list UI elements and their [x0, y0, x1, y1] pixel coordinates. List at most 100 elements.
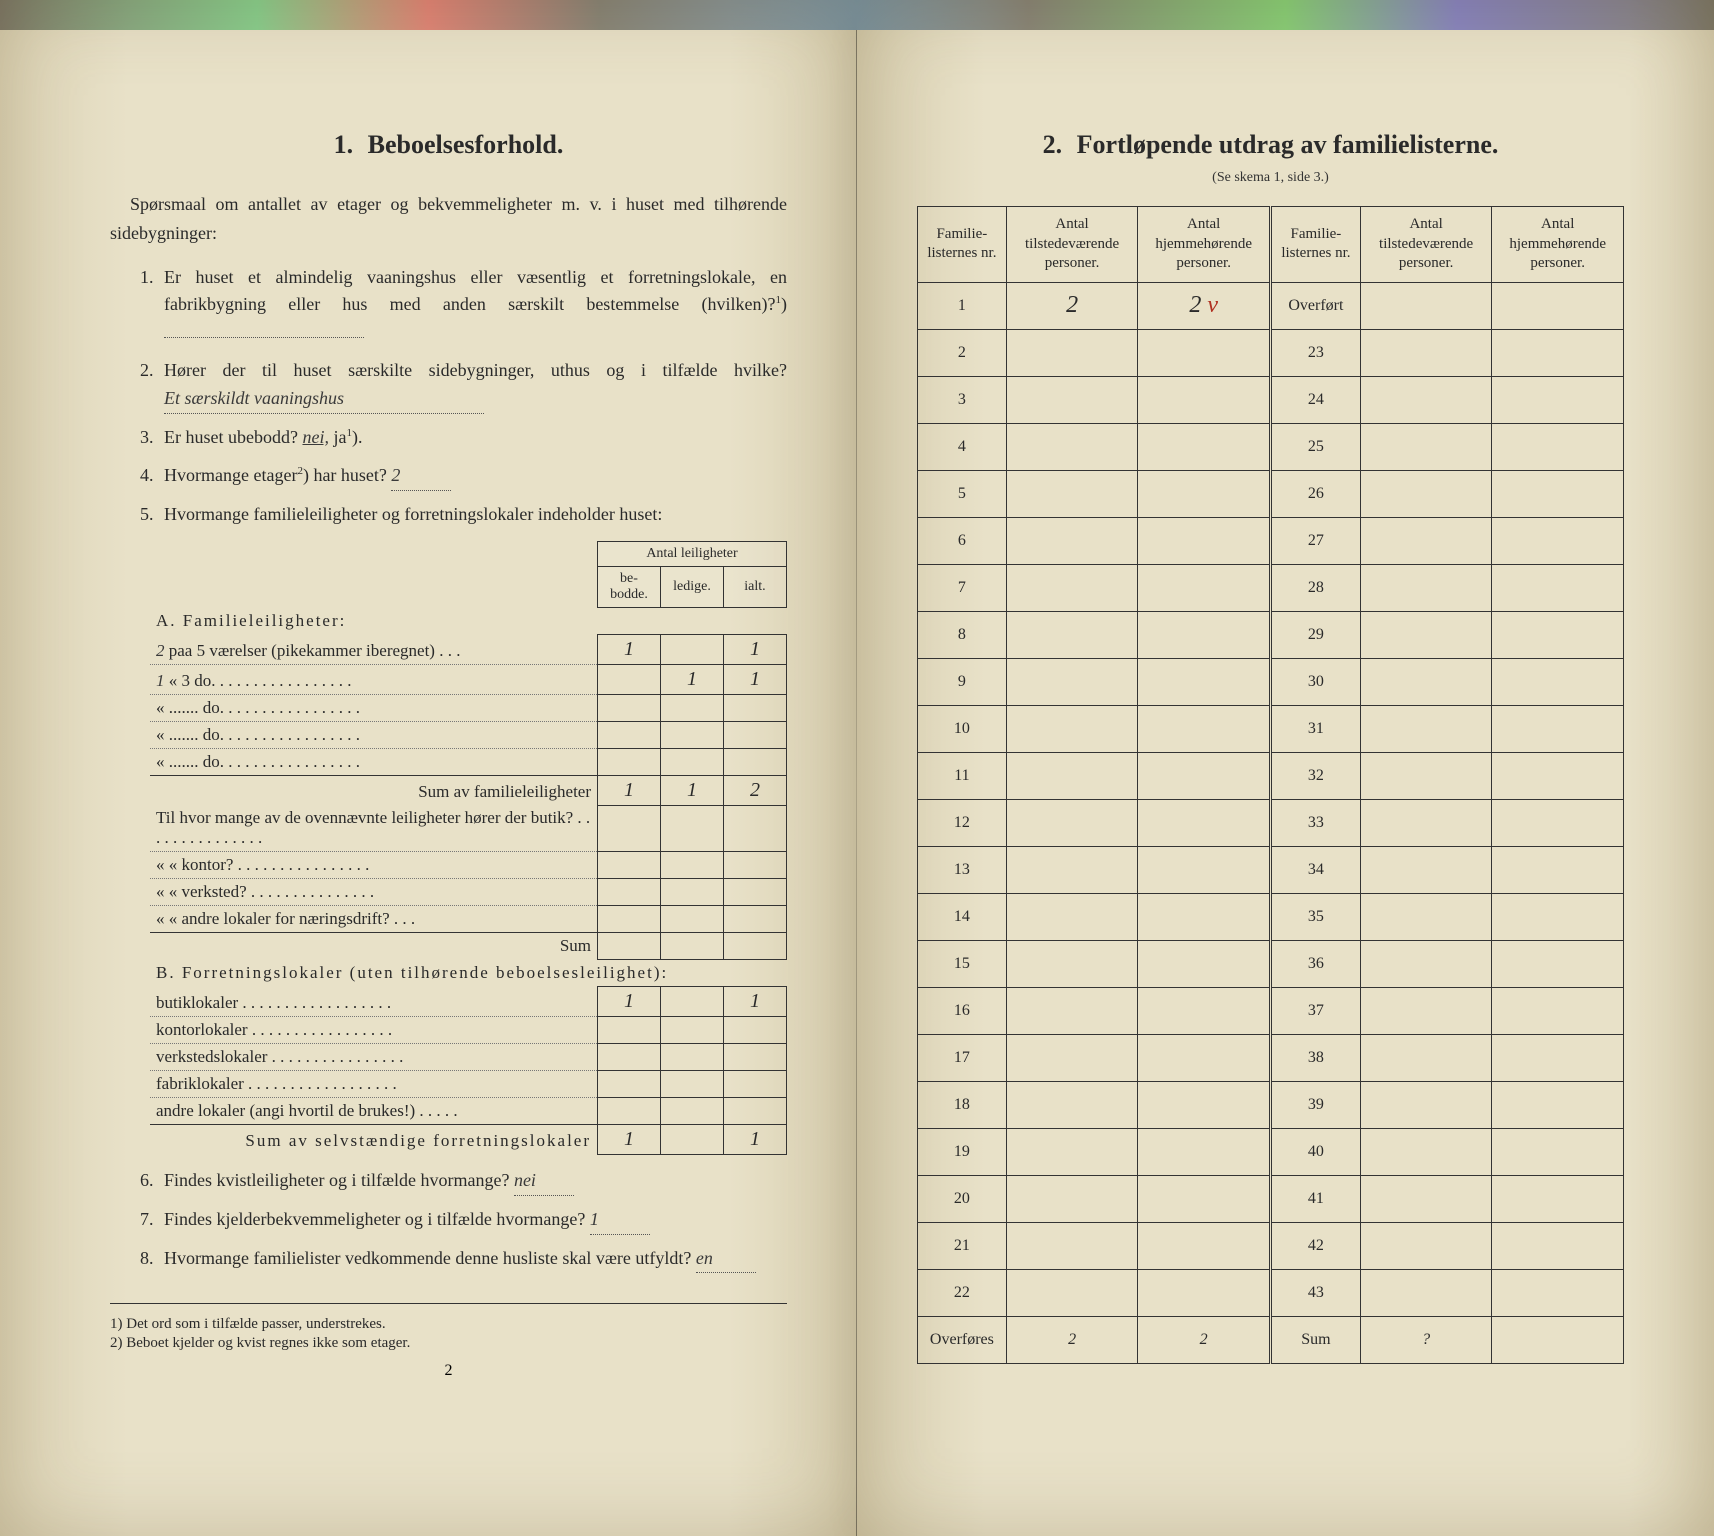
cell [1492, 564, 1624, 611]
document-spread: 1. Beboelsesforhold. Spørsmaal om antall… [0, 0, 1714, 1536]
cell [1492, 940, 1624, 987]
col-header: Familie-listernes nr. [918, 207, 1007, 283]
row-number: 30 [1270, 658, 1360, 705]
table-row: 122 vOverført [918, 282, 1624, 329]
table-row: 930 [918, 658, 1624, 705]
table-row: 526 [918, 470, 1624, 517]
cell [1492, 423, 1624, 470]
table-row: 627 [918, 517, 1624, 564]
table-row: 2041 [918, 1175, 1624, 1222]
col-bebodde: be-bodde. [598, 566, 661, 607]
row-number: 41 [1270, 1175, 1360, 1222]
family-list-table: Familie-listernes nr. Antal tilstedevære… [917, 206, 1624, 1364]
row-number: 25 [1270, 423, 1360, 470]
cell [1138, 1081, 1271, 1128]
cell [1492, 799, 1624, 846]
q8-answer: en [696, 1245, 756, 1274]
question-list-2: Findes kvistleiligheter og i tilfælde hv… [110, 1167, 787, 1274]
cell [1492, 376, 1624, 423]
row-number: 12 [918, 799, 1007, 846]
cell [1360, 658, 1492, 705]
cell [1360, 1081, 1492, 1128]
cell [1492, 1175, 1624, 1222]
cell [1006, 940, 1138, 987]
cell [1492, 1034, 1624, 1081]
table-row: 11 32 [918, 752, 1624, 799]
cell [1360, 1175, 1492, 1222]
row-number: 40 [1270, 1128, 1360, 1175]
cell [1492, 517, 1624, 564]
row-number: 11 [918, 752, 1007, 799]
cell [1138, 658, 1271, 705]
row-number: 20 [918, 1175, 1007, 1222]
row-number: 10 [918, 705, 1007, 752]
cell [1492, 1081, 1624, 1128]
footnotes: 1) Det ord som i tilfælde passer, unders… [110, 1303, 787, 1352]
footer-cell: 2 [1138, 1316, 1271, 1363]
cell [1006, 846, 1138, 893]
row-number: 43 [1270, 1269, 1360, 1316]
section-number: 2. [1043, 130, 1063, 159]
row-number: 39 [1270, 1081, 1360, 1128]
cell [1006, 611, 1138, 658]
section-title-text: Beboelsesforhold. [368, 130, 564, 159]
table-row: 1637 [918, 987, 1624, 1034]
cell [1360, 799, 1492, 846]
cell [1360, 423, 1492, 470]
cell [1006, 1175, 1138, 1222]
cell [1492, 752, 1624, 799]
cell [1006, 1128, 1138, 1175]
row-number: 6 [918, 517, 1007, 564]
cell [1360, 1128, 1492, 1175]
q6-answer: nei [514, 1167, 574, 1196]
overfores-label: Overføres [918, 1316, 1007, 1363]
table-row: 2 23 [918, 329, 1624, 376]
left-page: 1. Beboelsesforhold. Spørsmaal om antall… [0, 0, 857, 1536]
cell [1492, 329, 1624, 376]
row-number: 8 [918, 611, 1007, 658]
cell [1006, 752, 1138, 799]
cell [1360, 564, 1492, 611]
row-number: 32 [1270, 752, 1360, 799]
cell [1006, 564, 1138, 611]
question-4: Hvormange etager2) har huset? 2 [140, 462, 787, 491]
cell [1360, 282, 1492, 329]
cell [1138, 1222, 1271, 1269]
row-number: 28 [1270, 564, 1360, 611]
row-number: 19 [918, 1128, 1007, 1175]
row-number: 1 [918, 282, 1007, 329]
cell [1138, 799, 1271, 846]
cell [1360, 376, 1492, 423]
cell [1360, 470, 1492, 517]
table-header-top: Antal leiligheter [598, 541, 787, 566]
row-number: 29 [1270, 611, 1360, 658]
cell [1006, 705, 1138, 752]
table-row: 8 29 [918, 611, 1624, 658]
row-number: 33 [1270, 799, 1360, 846]
cell [1138, 517, 1271, 564]
question-5: Hvormange familieleiligheter og forretni… [140, 501, 787, 529]
table-row: 12 33 [918, 799, 1624, 846]
section-1-title: 1. Beboelsesforhold. [110, 130, 787, 160]
cell [1360, 893, 1492, 940]
sum-label: Sum [1270, 1316, 1360, 1363]
row-number: 34 [1270, 846, 1360, 893]
table-row: 2142 [918, 1222, 1624, 1269]
col-header: Familie-listernes nr. [1270, 207, 1360, 283]
cell [1138, 1034, 1271, 1081]
cell [1138, 1269, 1271, 1316]
cell [1492, 282, 1624, 329]
q7-answer: 1 [590, 1206, 650, 1235]
cell [1138, 846, 1271, 893]
table-row: 1334 [918, 846, 1624, 893]
cell [1492, 987, 1624, 1034]
cell: 2 [1006, 282, 1138, 329]
row-number: 23 [1270, 329, 1360, 376]
sum-cell: 2 [724, 775, 787, 805]
cell [1006, 893, 1138, 940]
row-number: 38 [1270, 1034, 1360, 1081]
cell [1138, 611, 1271, 658]
q4-answer: 2 [391, 462, 451, 491]
row-number: 2 [918, 329, 1007, 376]
question-6: Findes kvistleiligheter og i tilfælde hv… [140, 1167, 787, 1196]
